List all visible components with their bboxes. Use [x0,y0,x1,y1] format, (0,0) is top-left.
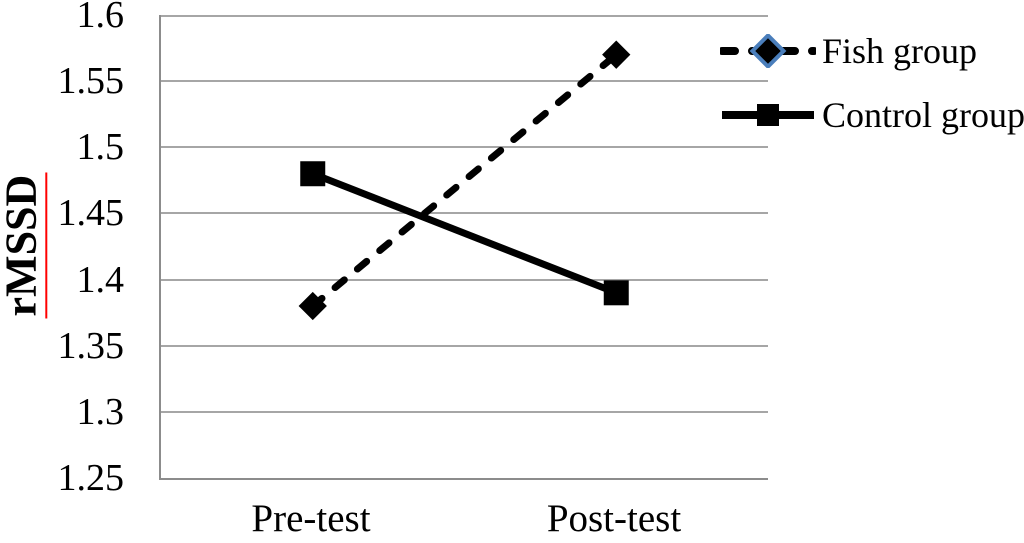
gridline [161,344,768,347]
control-group-line [311,170,618,297]
y-tick-label: 1.55 [57,60,125,103]
legend-label-fish-group: Fish group [822,30,978,71]
square-marker [603,280,629,306]
diamond-marker [602,40,631,69]
gridline [161,146,768,149]
y-tick-label: 1.6 [76,0,125,36]
dashed-line-diamond-marker-icon [720,33,816,68]
y-tick-label: 1.45 [57,192,125,235]
y-tick-label: 1.25 [57,457,125,499]
fish-group-line [309,51,620,310]
legend-item-fish-group: Fish group [720,26,1024,75]
gridline [161,410,768,413]
plot-area [159,15,768,480]
x-axis-label-post-test: Post-test [546,497,682,540]
square-marker [300,161,326,187]
gridline [161,212,768,215]
legend-label-control-group: Control group [822,94,1024,135]
y-tick-label: 1.35 [57,324,125,367]
legend-item-control-group: Control group [720,90,1024,139]
gridline [161,15,768,17]
gridline [161,80,768,83]
x-axis-label-pre-test: Pre-test [251,497,371,540]
series-plot [298,40,631,321]
solid-line-square-marker-icon [722,103,814,126]
y-tick-label: 1.4 [76,258,125,301]
chart-legend: Fish group Control group [720,26,1024,139]
y-tick-label: 1.3 [76,390,125,433]
y-tick-label: 1.5 [76,126,125,169]
gridline [161,278,768,281]
